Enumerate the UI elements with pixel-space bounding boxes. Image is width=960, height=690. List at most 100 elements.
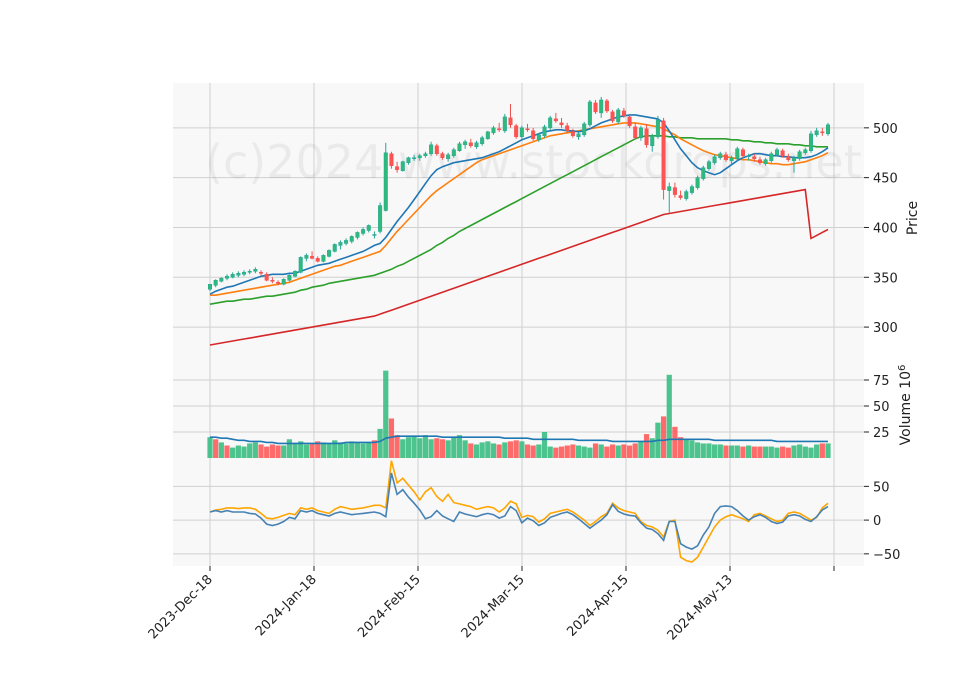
volume-bar	[558, 446, 565, 458]
candle-body	[514, 125, 519, 138]
oscillator-line-blue	[209, 472, 829, 550]
candle-body	[712, 156, 717, 163]
candle-body	[525, 128, 530, 131]
candle-body	[446, 154, 451, 159]
candle-body	[519, 127, 524, 138]
oscillator-tick-label: 50	[873, 480, 890, 495]
candle-body	[468, 142, 473, 147]
candle-body	[395, 166, 400, 170]
oscillator-y-ticks: −50 0 50	[864, 480, 900, 563]
volume-bar	[785, 447, 791, 458]
volume-bar	[354, 442, 361, 458]
x-tick-label: 2024-May-13	[665, 572, 736, 643]
volume-bar	[360, 443, 366, 458]
volume-bar	[740, 446, 746, 458]
volume-bar	[598, 444, 604, 458]
volume-bar	[496, 444, 502, 458]
candle-body	[264, 274, 269, 281]
candle-body	[548, 117, 553, 129]
volume-tick-label: 75	[873, 374, 890, 389]
candle-body	[287, 275, 292, 281]
volume-bar	[473, 444, 480, 458]
volume-gridlines	[173, 352, 864, 458]
candle-body	[757, 159, 762, 163]
volume-bar	[281, 445, 287, 458]
candle-body	[531, 130, 536, 140]
candle-body	[219, 278, 224, 282]
candle-body	[587, 101, 592, 126]
price-y-ticks: 300 350 400 450 500	[864, 122, 898, 336]
candle-body	[825, 124, 831, 135]
candle-body	[491, 127, 496, 134]
volume-bar	[746, 445, 752, 458]
candle-body	[706, 161, 711, 169]
volume-bar	[286, 439, 292, 458]
candle-body	[814, 130, 819, 136]
volume-tick-label: 50	[873, 400, 890, 415]
candle-body	[434, 145, 439, 154]
volume-bar	[575, 445, 582, 458]
candle-body	[480, 137, 485, 145]
candle-body	[536, 134, 541, 141]
candle-body	[451, 149, 456, 156]
candle-body	[508, 117, 513, 126]
volume-bar	[592, 443, 599, 458]
candle-body	[604, 100, 609, 112]
volume-bar	[400, 439, 406, 458]
candle-body	[542, 126, 547, 137]
volume-bar	[638, 441, 644, 458]
candle-body	[553, 118, 558, 122]
volume-bar	[524, 444, 531, 458]
candle-body	[338, 242, 343, 246]
candle-body	[655, 119, 660, 138]
candle-body	[474, 142, 479, 148]
candle-body	[621, 110, 626, 117]
volume-bar	[315, 441, 321, 458]
volume-bar	[445, 440, 451, 458]
candle-body	[310, 256, 315, 259]
oscillator-tick-label: −50	[873, 548, 900, 563]
volume-bar	[247, 443, 253, 458]
candle-body	[281, 279, 286, 285]
volume-bar	[717, 444, 723, 458]
volume-moving-average	[210, 435, 828, 445]
candle-body	[565, 125, 570, 132]
volume-bar	[513, 440, 519, 458]
candle-body	[797, 151, 802, 159]
volume-bar	[213, 439, 219, 458]
candle-body	[315, 258, 320, 262]
candle-body	[383, 152, 388, 211]
volume-bar	[553, 447, 559, 458]
candle-body	[253, 269, 258, 272]
volume-bar	[411, 436, 417, 458]
volume-bar	[252, 442, 258, 458]
volume-bar	[768, 446, 774, 458]
candle-body	[321, 255, 326, 262]
candle-body	[650, 135, 655, 147]
candle-body	[298, 257, 303, 273]
moving-average-very-long	[209, 188, 829, 346]
candle-body	[638, 127, 643, 139]
volume-bar	[547, 446, 553, 458]
volume-bar	[581, 446, 587, 458]
oscillator-lines	[209, 460, 829, 563]
candle-body	[327, 250, 332, 257]
volume-bar	[507, 441, 514, 458]
volume-bar	[230, 447, 236, 458]
x-axis: 2023-Dec-18 2024-Jan-18 2024-Feb-15 2024-Ma…	[146, 566, 835, 643]
candle-body	[293, 271, 298, 277]
volume-bar	[275, 445, 281, 458]
volume-bar	[797, 444, 803, 458]
oscillator-tick-label: 0	[873, 514, 881, 529]
volume-bar	[536, 444, 542, 458]
x-tick-label: 2024-Jan-18	[253, 572, 320, 639]
x-tick-label: 2024-Apr-15	[564, 572, 631, 639]
candle-body	[752, 156, 757, 159]
volume-bar	[677, 437, 684, 458]
watermark: (c)2024 www.stockdrops.net	[205, 135, 862, 189]
price-gridlines	[173, 83, 864, 352]
candle-body	[684, 191, 689, 199]
volume-bar	[502, 442, 508, 458]
oscillator-panel-background	[173, 458, 864, 566]
candle-body	[576, 133, 581, 138]
